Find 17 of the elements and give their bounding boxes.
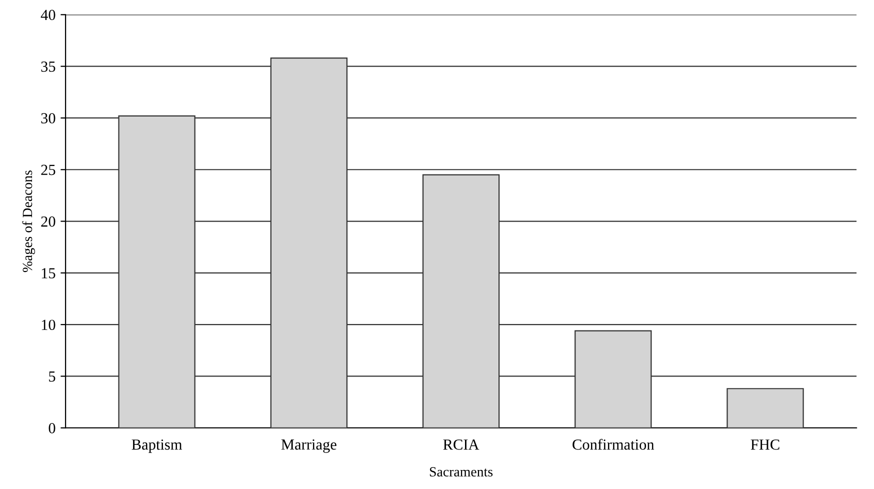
y-tick-label: 0 [48,423,56,434]
y-tick-label: 40 [40,10,56,20]
y-tick-label: 15 [42,268,56,278]
x-axis-title: Sacraments [430,467,493,477]
y-tick-label: 25 [41,164,56,176]
y-tick-label: 10 [42,320,56,330]
y-tick-label: 20 [41,216,56,227]
x-tick-label: Marriage [281,439,336,453]
bar [726,388,804,428]
x-tick-label: Confirmation [572,438,654,450]
y-tick-label: 35 [41,62,56,72]
y-axis-title: %ages of Deacons [22,170,35,272]
y-tick-label: 5 [49,372,56,382]
y-tick-label: 30 [41,113,56,124]
x-tick-label: RCIA [443,439,480,450]
x-tick-label: FHC [750,439,780,450]
x-tick-label: Baptism [132,439,182,453]
